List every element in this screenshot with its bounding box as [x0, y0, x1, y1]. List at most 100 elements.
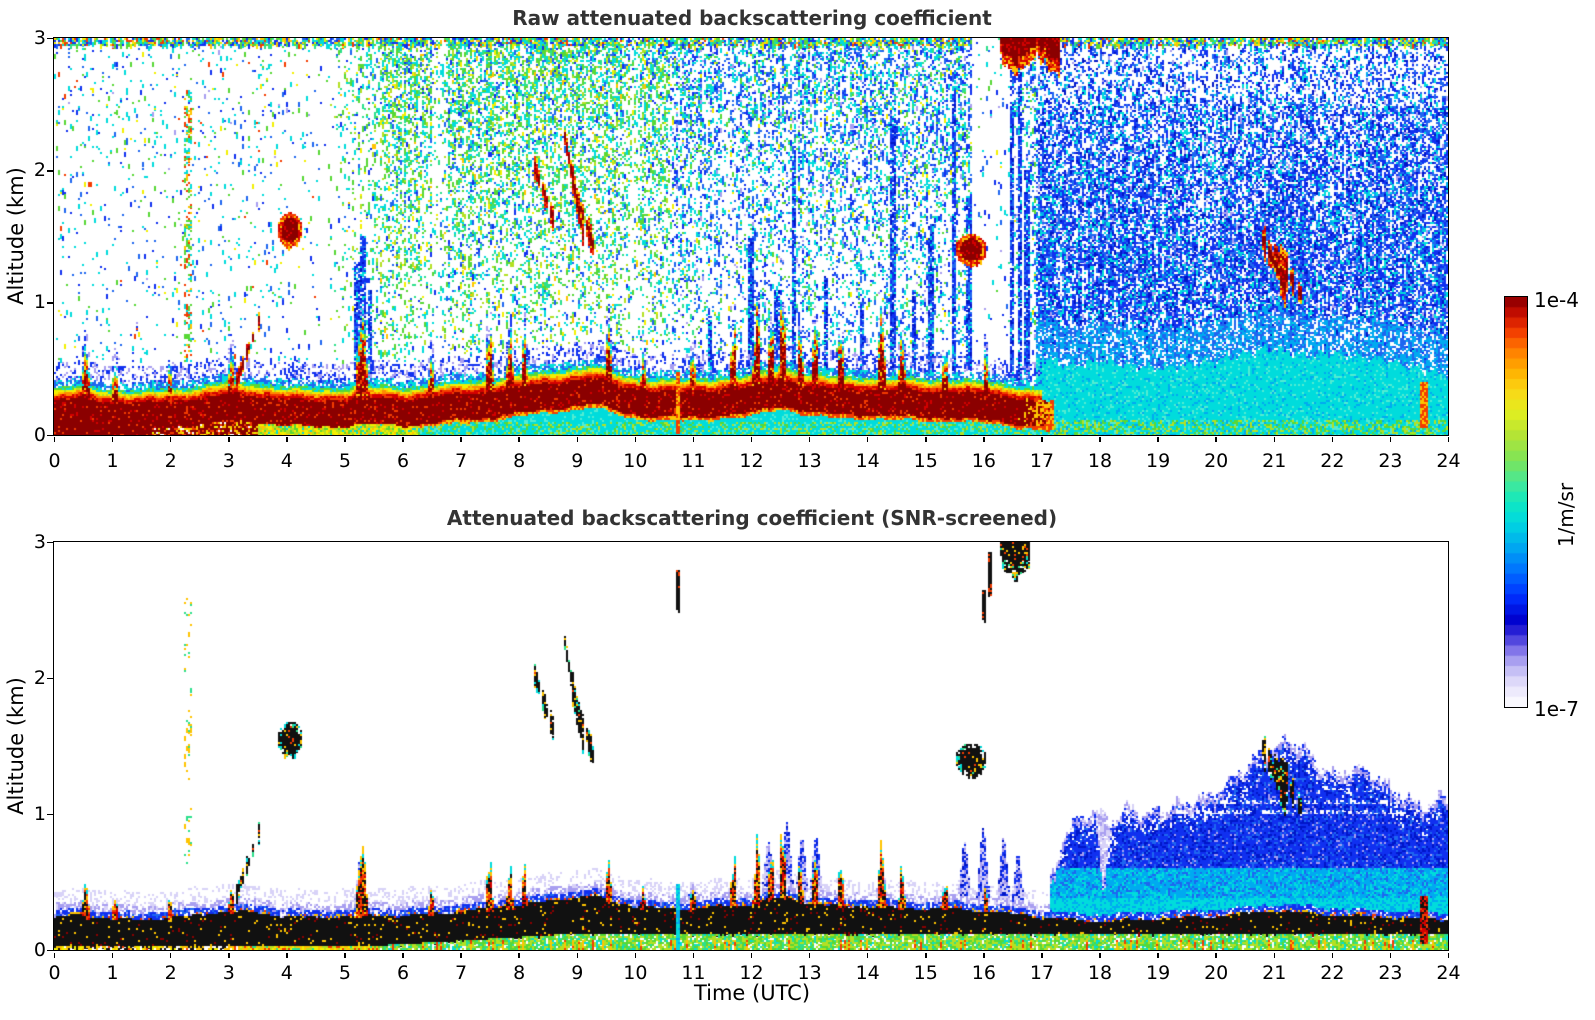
x-tick-label: 9	[571, 962, 584, 984]
x-tick-label: 3	[222, 962, 235, 984]
colorbar	[1505, 297, 1527, 707]
x-tick-label: 20	[1204, 450, 1229, 472]
x-tick	[169, 437, 172, 442]
x-tick	[53, 437, 56, 442]
x-tick-label: 14	[855, 962, 880, 984]
y-tick	[47, 302, 53, 304]
x-tick-label: 20	[1204, 962, 1229, 984]
x-tick	[228, 437, 230, 442]
x-tick	[692, 437, 695, 442]
x-tick-label: 4	[280, 450, 293, 472]
x-tick	[1099, 952, 1101, 958]
y-tick	[47, 170, 53, 172]
panel2-title: Attenuated backscattering coefficient (S…	[446, 506, 1058, 530]
x-tick-label: 7	[455, 962, 468, 984]
x-tick	[634, 437, 637, 442]
x-tick	[1041, 952, 1043, 958]
x-tick-label: 18	[1087, 962, 1113, 984]
panel1-title: Raw attenuated backscattering coefficien…	[512, 6, 992, 30]
x-tick	[750, 952, 753, 958]
x-tick-label: 9	[571, 450, 584, 472]
x-tick-label: 12	[739, 962, 764, 984]
x-tick	[925, 437, 927, 442]
x-tick-label: 5	[338, 962, 351, 984]
x-tick	[808, 952, 811, 958]
y-tick-label: 1	[33, 802, 46, 825]
x-tick-label: 6	[396, 962, 410, 984]
x-tick	[344, 437, 346, 442]
y-tick	[47, 37, 53, 40]
y-tick	[47, 541, 53, 544]
x-tick	[53, 952, 56, 958]
x-tick-label: 1	[106, 962, 119, 984]
x-tick-label: 15	[913, 962, 938, 984]
x-tick-label: 19	[1145, 962, 1171, 984]
x-tick	[286, 437, 288, 442]
x-tick-label: 13	[797, 450, 822, 472]
x-tick-label: 22	[1320, 450, 1345, 472]
x-tick-label: 4	[280, 962, 293, 984]
x-tick	[1389, 437, 1392, 442]
x-tick-label: 13	[797, 962, 822, 984]
x-tick	[576, 952, 578, 958]
x-tick-label: 17	[1029, 962, 1054, 984]
x-tick	[460, 437, 462, 442]
x-tick	[634, 952, 637, 958]
x-tick	[808, 437, 811, 442]
x-tick	[402, 952, 404, 958]
colorbar-max-label: 1e-4	[1534, 288, 1579, 312]
x-tick-label: 23	[1378, 962, 1403, 984]
x-tick-label: 11	[681, 450, 706, 472]
x-tick-label: 21	[1262, 450, 1287, 472]
x-axis-label: Time (UTC)	[693, 981, 811, 1005]
x-tick	[1041, 437, 1043, 442]
y-tick	[47, 949, 53, 952]
x-tick	[460, 952, 462, 958]
x-tick-label: 8	[513, 962, 526, 984]
colorbar-min-label: 1e-7	[1534, 697, 1579, 721]
x-tick	[866, 952, 869, 958]
x-tick-label: 15	[913, 450, 938, 472]
x-tick	[1157, 952, 1159, 958]
x-tick	[1331, 952, 1334, 958]
y-tick-label: 0	[33, 423, 46, 446]
x-tick	[576, 437, 578, 442]
x-tick-label: 3	[222, 450, 235, 472]
x-tick-label: 19	[1145, 450, 1171, 472]
x-tick-label: 7	[455, 450, 468, 472]
raw-backscatter-heatmap	[54, 38, 1448, 435]
x-tick	[866, 437, 869, 442]
x-tick-label: 22	[1320, 962, 1345, 984]
x-tick	[111, 437, 114, 442]
panel2-frame	[53, 541, 1449, 951]
y-tick	[47, 677, 53, 680]
x-tick-label: 14	[855, 450, 880, 472]
colorbar-frame	[1504, 296, 1528, 708]
x-tick	[402, 437, 404, 442]
y-tick-label: 3	[33, 26, 46, 49]
x-tick-label: 10	[623, 450, 648, 472]
x-tick-label: 12	[739, 450, 764, 472]
x-tick-label: 2	[164, 962, 177, 984]
x-tick-label: 8	[513, 450, 526, 472]
y-tick-label: 2	[33, 158, 46, 181]
x-tick-label: 11	[681, 962, 706, 984]
x-tick	[1099, 437, 1101, 442]
x-tick-label: 0	[48, 962, 61, 984]
x-tick-label: 6	[396, 450, 410, 472]
x-tick-label: 24	[1436, 450, 1461, 472]
y-tick	[47, 434, 53, 437]
panel1-frame	[53, 37, 1449, 436]
x-tick	[518, 437, 520, 442]
x-tick	[344, 952, 346, 958]
x-tick-label: 24	[1436, 962, 1461, 984]
x-tick-label: 17	[1029, 450, 1054, 472]
x-tick	[692, 952, 695, 958]
x-tick	[1447, 952, 1450, 958]
colorbar-unit-label: 1/m/sr	[1554, 482, 1578, 548]
x-tick	[169, 952, 172, 958]
y-tick-label: 1	[33, 291, 46, 314]
y-tick-label: 0	[33, 938, 46, 961]
x-tick-label: 23	[1378, 450, 1403, 472]
